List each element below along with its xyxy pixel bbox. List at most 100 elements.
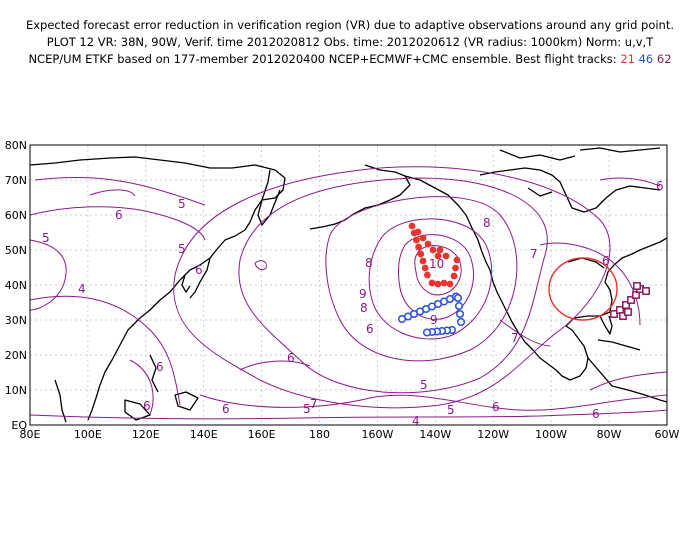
coastlines — [30, 147, 667, 423]
latitude-tick-label: 80N — [5, 139, 27, 152]
title-line-3: NCEP/UM ETKF based on 177-member 2012020… — [0, 52, 700, 66]
longitude-tick-label: 140W — [419, 428, 451, 441]
title-line-1: Expected forecast error reduction in ver… — [25, 18, 675, 32]
flight-track-marker — [450, 272, 458, 280]
flight-track-marker — [619, 312, 627, 320]
flight-track-marker — [436, 246, 444, 254]
flight-track-marker — [453, 256, 461, 264]
contour-label: 6 — [656, 179, 664, 193]
flight-track-62 — [610, 282, 650, 320]
contour-label: 5 — [303, 402, 311, 416]
contour-label: 6 — [115, 208, 123, 222]
flight-track-21 — [408, 222, 461, 288]
latitude-tick-label: EQ — [11, 419, 27, 432]
longitude-tick-label: 60W — [654, 428, 679, 441]
flight-track-marker — [434, 252, 442, 260]
contour-label: 6 — [156, 360, 164, 374]
flight-track-marker — [434, 280, 442, 288]
flight-track-marker — [456, 317, 466, 327]
contour-label: 6 — [222, 402, 230, 416]
contour-label: 6 — [592, 407, 600, 421]
flight-track-marker — [452, 264, 459, 272]
flight-track-marker — [419, 257, 427, 265]
latitude-tick-label: 60N — [5, 209, 27, 222]
flight-track-marker — [442, 252, 450, 260]
contour-lines — [30, 166, 667, 420]
flight-track-marker — [413, 236, 420, 244]
contour-label: 5 — [178, 197, 186, 211]
flight-track-marker — [642, 287, 650, 295]
longitude-tick-label: 120E — [132, 428, 160, 441]
contour-label: 8 — [483, 216, 491, 230]
longitude-tick-label: 120W — [477, 428, 509, 441]
flight-track-marker — [633, 282, 641, 290]
title-line-2: PLOT 12 VR: 38N, 90W, Verif. time 201202… — [46, 35, 654, 49]
flight-track-marker — [440, 279, 448, 287]
longitude-tick-label: 80E — [20, 428, 41, 441]
contour-label: 4 — [78, 282, 86, 296]
longitude-tick-label: 100E — [74, 428, 102, 441]
contour-label: 5 — [42, 231, 50, 245]
contour-label: 5 — [178, 242, 186, 256]
flight-track-marker — [422, 328, 432, 337]
contour-labels: 6 5 5 5 6 4 6 6 6 6 5 7 8 9 8 6 10 9 5 5… — [42, 179, 664, 428]
flight-track-marker — [428, 279, 436, 287]
longitude-axis: 80E 100E 120E 140E 160E 180 160W 140W 120W 100W 80… — [20, 428, 680, 441]
verification-region-circle — [548, 257, 618, 321]
flight-track-marker — [424, 271, 431, 279]
longitude-tick-label: 80W — [597, 428, 622, 441]
contour-label: 6 — [492, 400, 500, 414]
flight-track-marker — [455, 309, 465, 319]
flight-track-marker — [419, 234, 427, 242]
contour-label: 4 — [412, 414, 420, 428]
contour-label: 5 — [447, 403, 455, 417]
title-line-3-text: NCEP/UM ETKF based on 177-member 2012020… — [28, 52, 617, 66]
flight-track-marker — [454, 301, 464, 311]
latitude-tick-label: 50N — [5, 244, 27, 257]
flight-track-marker — [429, 246, 437, 254]
flight-track-marker — [624, 308, 632, 316]
longitude-tick-label: 160W — [361, 428, 393, 441]
contour-label: 10 — [429, 257, 444, 271]
flight-track-marker — [424, 240, 432, 248]
latitude-tick-label: 70N — [5, 174, 27, 187]
flight-track-marker — [415, 243, 422, 251]
contour-label: 7 — [530, 247, 538, 261]
latitude-tick-label: 40N — [5, 279, 27, 292]
map-frame — [29, 144, 668, 426]
flight-track-46 — [397, 292, 466, 337]
flight-track-marker — [453, 293, 463, 303]
flight-track-marker — [408, 222, 416, 230]
flight-track-marker — [417, 250, 425, 258]
contour-label: 7 — [310, 397, 318, 411]
flight-track-marker — [627, 296, 635, 304]
contour-label: 6 — [287, 351, 295, 365]
longitude-tick-label: 100W — [535, 428, 567, 441]
longitude-tick-label: 160E — [248, 428, 276, 441]
longitude-tick-label: 140E — [190, 428, 218, 441]
latitude-axis: 80N 70N 60N 50N 40N 30N 20N 10N EQ — [5, 139, 28, 432]
contour-label: 9 — [359, 287, 367, 301]
longitude-tick-label: 180 — [309, 428, 330, 441]
contour-label: 7 — [511, 331, 519, 345]
contour-label: 9 — [430, 313, 438, 327]
flight-track-marker — [610, 310, 618, 318]
flight-track-marker — [446, 280, 454, 288]
map-grid — [30, 145, 667, 425]
contour-label: 5 — [420, 378, 428, 392]
contour-label: 8 — [365, 256, 373, 270]
contour-label: 6 — [195, 263, 203, 277]
track-21-label: 21 — [620, 52, 635, 66]
contour-label: 8 — [360, 301, 368, 315]
flight-track-marker — [414, 228, 422, 236]
flight-track-marker — [632, 291, 640, 299]
contour-label: 6 — [366, 322, 374, 336]
latitude-tick-label: 10N — [5, 384, 27, 397]
contour-label: 6 — [143, 399, 151, 413]
contour-label: 6 — [602, 254, 610, 268]
track-46-label: 46 — [638, 52, 654, 66]
flight-track-marker — [421, 264, 429, 272]
latitude-tick-label: 30N — [5, 314, 27, 327]
latitude-tick-label: 20N — [5, 349, 27, 362]
